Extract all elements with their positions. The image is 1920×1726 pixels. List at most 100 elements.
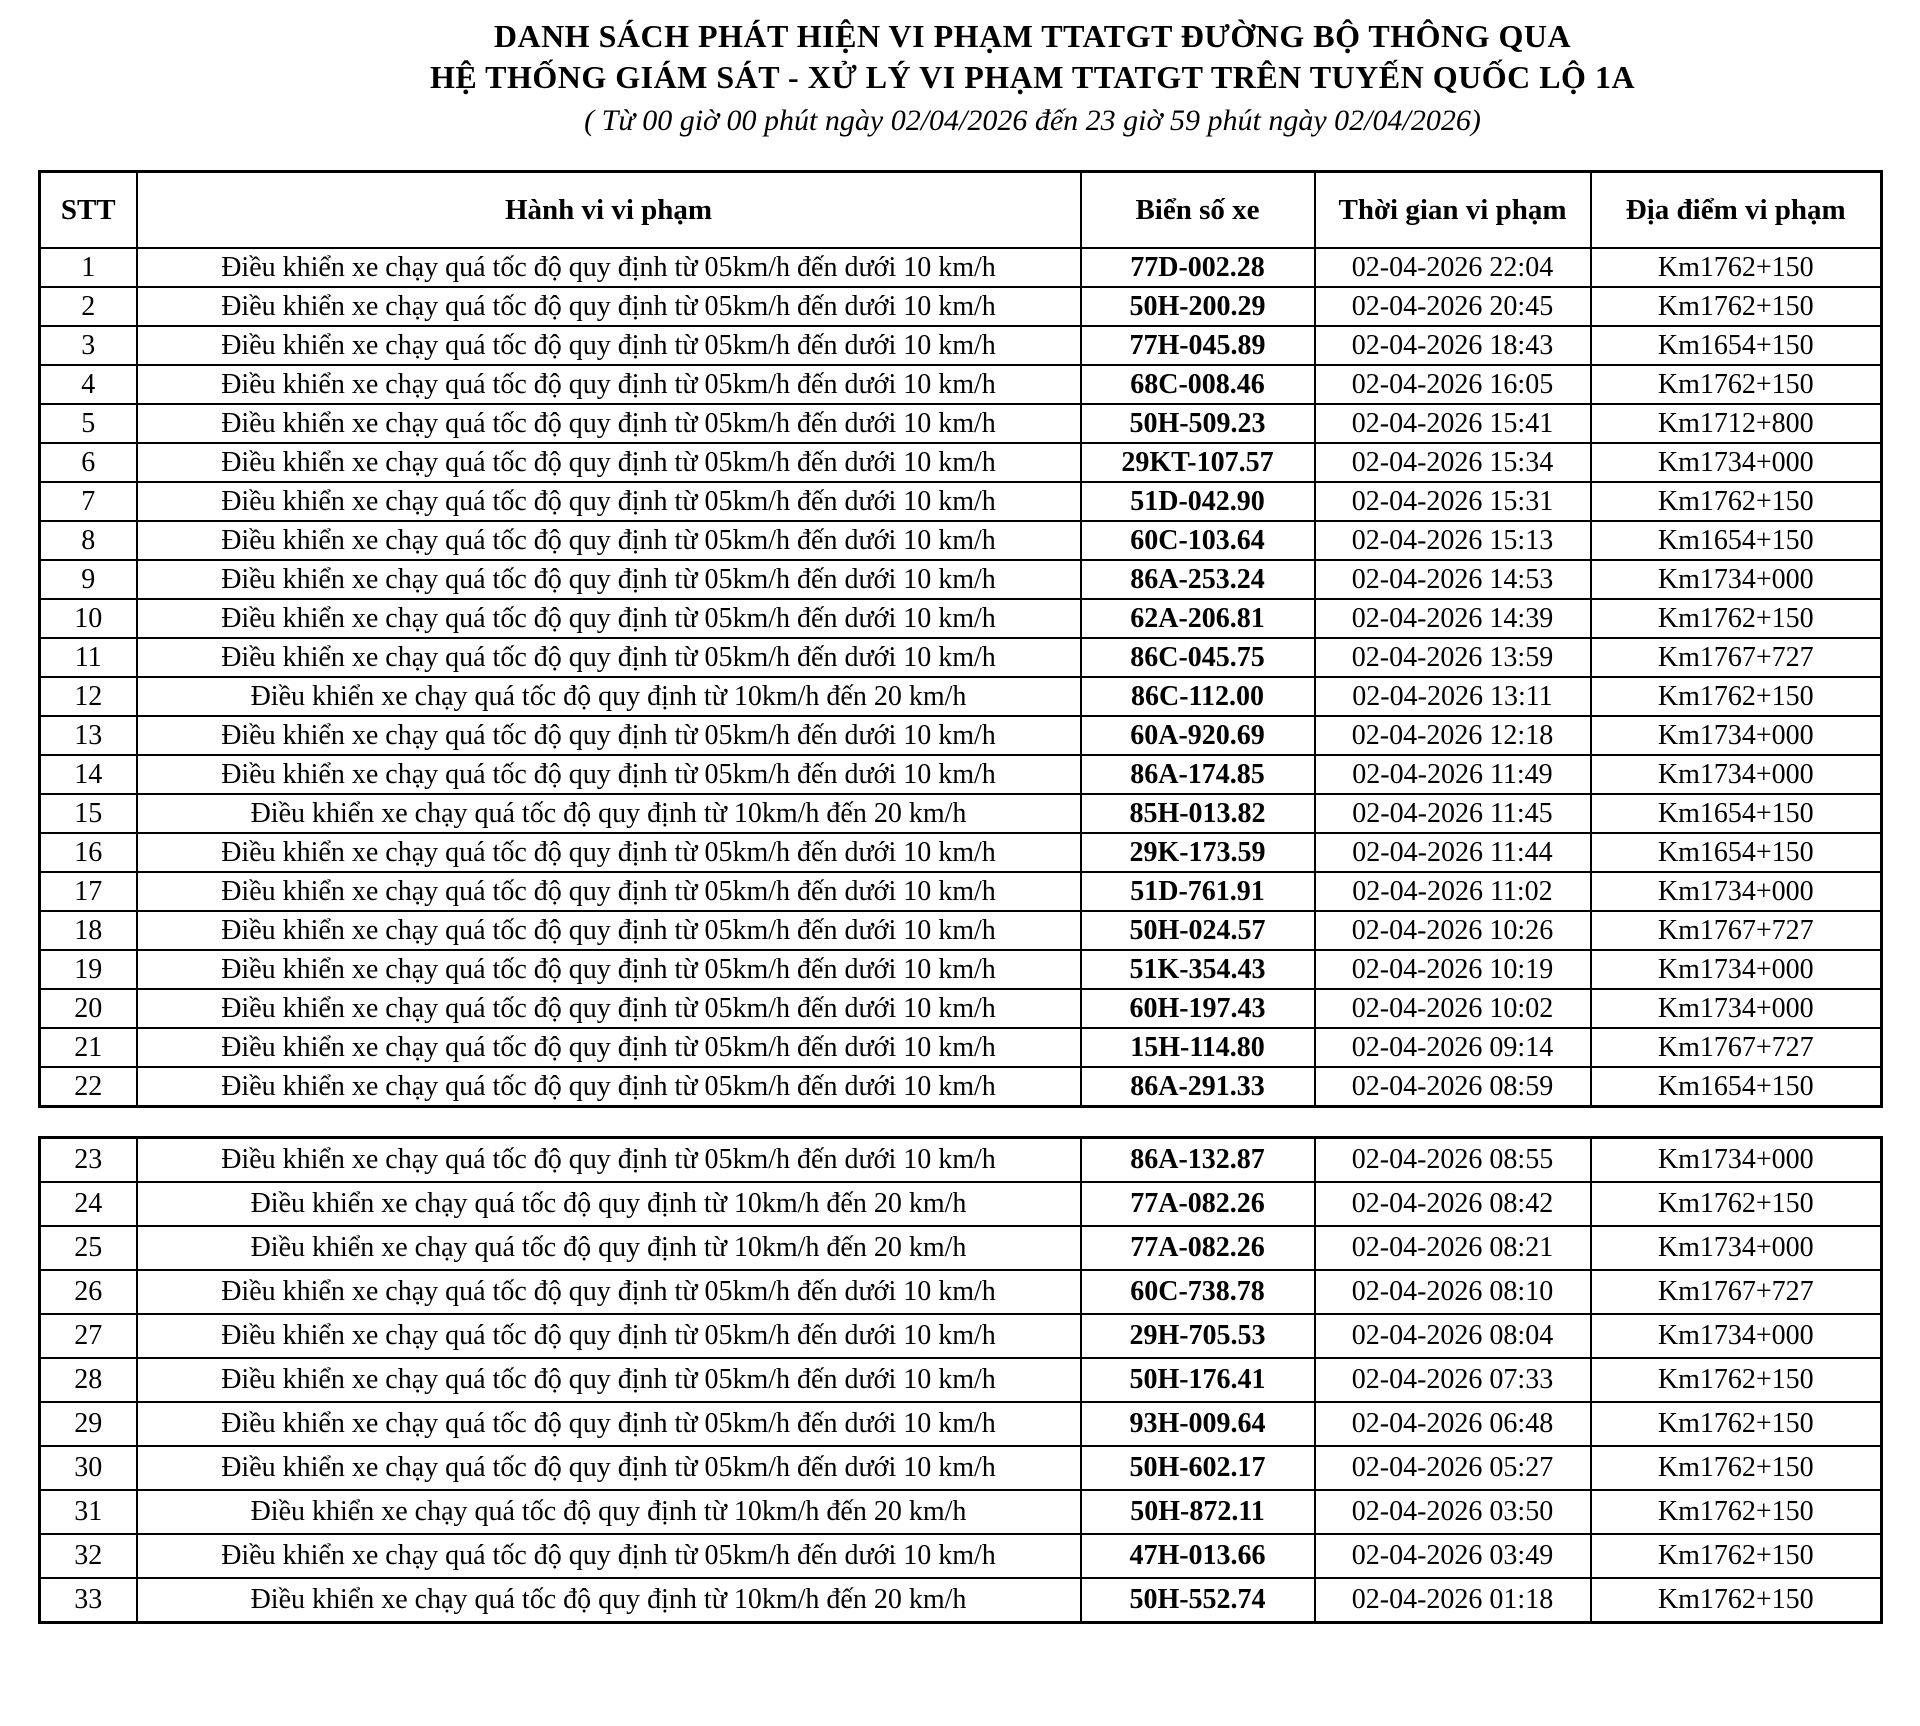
- cell-violation: Điều khiển xe chạy quá tốc độ quy định t…: [135, 1445, 1082, 1491]
- cell-violation: Điều khiển xe chạy quá tốc độ quy định t…: [135, 286, 1082, 327]
- table-row: 23 Điều khiển xe chạy quá tốc độ quy định…: [38, 1136, 1883, 1183]
- cell-violation: Điều khiển xe chạy quá tốc độ quy định t…: [135, 481, 1082, 522]
- cell-violation: Điều khiển xe chạy quá tốc độ quy định t…: [135, 676, 1082, 717]
- cell-stt: 21: [38, 1027, 138, 1068]
- cell-time: 02-04-2026 09:14: [1313, 1027, 1592, 1068]
- cell-time: 02-04-2026 13:11: [1313, 676, 1592, 717]
- cell-plate: 50H-200.29: [1079, 286, 1316, 327]
- title-date-range: ( Từ 00 giờ 00 phút ngày 02/04/2026 đến …: [584, 104, 1481, 137]
- cell-time: 02-04-2026 18:43: [1313, 325, 1592, 366]
- cell-plate: 47H-013.66: [1079, 1533, 1316, 1579]
- cell-location: Km1767+727: [1589, 637, 1883, 678]
- cell-location: Km1762+150: [1589, 286, 1883, 327]
- cell-location: Km1767+727: [1589, 910, 1883, 951]
- cell-violation: Điều khiển xe chạy quá tốc độ quy định t…: [135, 1136, 1082, 1183]
- table-row: 2 Điều khiển xe chạy quá tốc độ quy định …: [38, 286, 1883, 327]
- cell-stt: 4: [38, 364, 138, 405]
- cell-time: 02-04-2026 22:04: [1313, 247, 1592, 288]
- cell-location: Km1734+000: [1589, 1313, 1883, 1359]
- cell-location: Km1762+150: [1589, 247, 1883, 288]
- table-row: 21 Điều khiển xe chạy quá tốc độ quy định…: [38, 1027, 1883, 1068]
- cell-plate: 85H-013.82: [1079, 793, 1316, 834]
- cell-time: 02-04-2026 07:33: [1313, 1357, 1592, 1403]
- cell-time: 02-04-2026 15:31: [1313, 481, 1592, 522]
- cell-violation: Điều khiển xe chạy quá tốc độ quy định t…: [135, 1313, 1082, 1359]
- cell-time: 02-04-2026 11:45: [1313, 793, 1592, 834]
- table-header-row: STT Hành vi vi phạm Biển số xe Thời gian…: [38, 170, 1883, 249]
- cell-stt: 11: [38, 637, 138, 678]
- cell-plate: 50H-024.57: [1079, 910, 1316, 951]
- document-title: DANH SÁCH PHÁT HIỆN VI PHẠM TTATGT ĐƯỜNG…: [0, 0, 1920, 141]
- table-row: 9 Điều khiển xe chạy quá tốc độ quy định …: [38, 559, 1883, 600]
- cell-location: Km1762+150: [1589, 364, 1883, 405]
- table-row: 4 Điều khiển xe chạy quá tốc độ quy định …: [38, 364, 1883, 405]
- cell-plate: 93H-009.64: [1079, 1401, 1316, 1447]
- table-row: 29 Điều khiển xe chạy quá tốc độ quy định…: [38, 1401, 1883, 1447]
- cell-violation: Điều khiển xe chạy quá tốc độ quy định t…: [135, 754, 1082, 795]
- table-row: 7 Điều khiển xe chạy quá tốc độ quy định …: [38, 481, 1883, 522]
- table-row: 1 Điều khiển xe chạy quá tốc độ quy định …: [38, 247, 1883, 288]
- table-row: 30 Điều khiển xe chạy quá tốc độ quy định…: [38, 1445, 1883, 1491]
- cell-location: Km1762+150: [1589, 1181, 1883, 1227]
- cell-plate: 77H-045.89: [1079, 325, 1316, 366]
- table-row: 28 Điều khiển xe chạy quá tốc độ quy định…: [38, 1357, 1883, 1403]
- cell-plate: 86C-045.75: [1079, 637, 1316, 678]
- cell-stt: 1: [38, 247, 138, 288]
- table-row: 13 Điều khiển xe chạy quá tốc độ quy định…: [38, 715, 1883, 756]
- cell-location: Km1654+150: [1589, 832, 1883, 873]
- cell-violation: Điều khiển xe chạy quá tốc độ quy định t…: [135, 325, 1082, 366]
- cell-violation: Điều khiển xe chạy quá tốc độ quy định t…: [135, 793, 1082, 834]
- cell-plate: 50H-509.23: [1079, 403, 1316, 444]
- table-row: 24 Điều khiển xe chạy quá tốc độ quy định…: [38, 1181, 1883, 1227]
- cell-stt: 15: [38, 793, 138, 834]
- cell-time: 02-04-2026 08:55: [1313, 1136, 1592, 1183]
- cell-violation: Điều khiển xe chạy quá tốc độ quy định t…: [135, 1269, 1082, 1315]
- cell-stt: 32: [38, 1533, 138, 1579]
- cell-location: Km1712+800: [1589, 403, 1883, 444]
- cell-violation: Điều khiển xe chạy quá tốc độ quy định t…: [135, 247, 1082, 288]
- cell-violation: Điều khiển xe chạy quá tốc độ quy định t…: [135, 1066, 1082, 1108]
- table-row: 10 Điều khiển xe chạy quá tốc độ quy định…: [38, 598, 1883, 639]
- cell-location: Km1734+000: [1589, 442, 1883, 483]
- table-row: 31 Điều khiển xe chạy quá tốc độ quy định…: [38, 1489, 1883, 1535]
- table-row: 32 Điều khiển xe chạy quá tốc độ quy định…: [38, 1533, 1883, 1579]
- cell-stt: 7: [38, 481, 138, 522]
- col-header-stt: STT: [38, 170, 138, 249]
- cell-stt: 13: [38, 715, 138, 756]
- cell-time: 02-04-2026 08:42: [1313, 1181, 1592, 1227]
- cell-stt: 29: [38, 1401, 138, 1447]
- cell-time: 02-04-2026 08:04: [1313, 1313, 1592, 1359]
- cell-plate: 77A-082.26: [1079, 1225, 1316, 1271]
- cell-plate: 60A-920.69: [1079, 715, 1316, 756]
- table-row: 27 Điều khiển xe chạy quá tốc độ quy định…: [38, 1313, 1883, 1359]
- cell-location: Km1762+150: [1589, 1577, 1883, 1624]
- cell-plate: 50H-872.11: [1079, 1489, 1316, 1535]
- cell-violation: Điều khiển xe chạy quá tốc độ quy định t…: [135, 1401, 1082, 1447]
- table-row: 20 Điều khiển xe chạy quá tốc độ quy định…: [38, 988, 1883, 1029]
- cell-violation: Điều khiển xe chạy quá tốc độ quy định t…: [135, 1181, 1082, 1227]
- cell-violation: Điều khiển xe chạy quá tốc độ quy định t…: [135, 871, 1082, 912]
- cell-violation: Điều khiển xe chạy quá tốc độ quy định t…: [135, 403, 1082, 444]
- col-header-location: Địa điểm vi phạm: [1589, 170, 1883, 249]
- cell-violation: Điều khiển xe chạy quá tốc độ quy định t…: [135, 1225, 1082, 1271]
- cell-violation: Điều khiển xe chạy quá tốc độ quy định t…: [135, 637, 1082, 678]
- cell-location: Km1734+000: [1589, 949, 1883, 990]
- cell-stt: 19: [38, 949, 138, 990]
- table-row: 6 Điều khiển xe chạy quá tốc độ quy định …: [38, 442, 1883, 483]
- table-row: 8 Điều khiển xe chạy quá tốc độ quy định …: [38, 520, 1883, 561]
- cell-stt: 8: [38, 520, 138, 561]
- cell-time: 02-04-2026 08:21: [1313, 1225, 1592, 1271]
- cell-location: Km1762+150: [1589, 1357, 1883, 1403]
- cell-time: 02-04-2026 12:18: [1313, 715, 1592, 756]
- cell-time: 02-04-2026 11:49: [1313, 754, 1592, 795]
- cell-time: 02-04-2026 15:34: [1313, 442, 1592, 483]
- cell-location: Km1734+000: [1589, 715, 1883, 756]
- cell-stt: 14: [38, 754, 138, 795]
- col-header-violation: Hành vi vi phạm: [135, 170, 1082, 249]
- cell-location: Km1762+150: [1589, 1489, 1883, 1535]
- cell-location: Km1762+150: [1589, 1533, 1883, 1579]
- cell-violation: Điều khiển xe chạy quá tốc độ quy định t…: [135, 715, 1082, 756]
- table-row: 16 Điều khiển xe chạy quá tốc độ quy định…: [38, 832, 1883, 873]
- violations-table-main: STT Hành vi vi phạm Biển số xe Thời gian…: [38, 170, 1883, 1108]
- cell-location: Km1762+150: [1589, 598, 1883, 639]
